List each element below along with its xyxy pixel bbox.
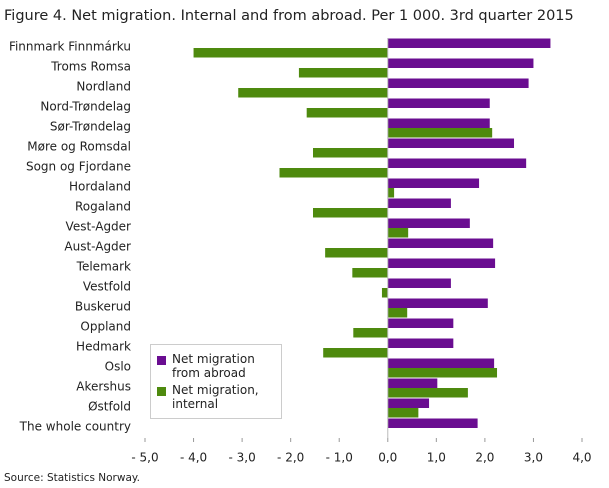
- x-tick-label: - 1,0: [326, 451, 353, 465]
- y-tick-label: Akershus: [76, 380, 131, 394]
- bar: [387, 118, 490, 128]
- bar: [325, 248, 388, 258]
- bar: [387, 358, 495, 368]
- y-tick-label: Oslo: [105, 360, 131, 374]
- legend-swatch: [157, 356, 166, 365]
- bar: [387, 298, 488, 308]
- x-tick-label: 1,0: [427, 451, 446, 465]
- bar: [352, 268, 388, 278]
- bar: [381, 288, 388, 298]
- y-tick-label: Sør-Trøndelag: [50, 120, 131, 134]
- x-tick-label: 2,0: [475, 451, 494, 465]
- bar: [387, 308, 408, 318]
- bar: [313, 148, 388, 158]
- x-tick-label: 4,0: [572, 451, 591, 465]
- y-tick-label: Nordland: [76, 80, 131, 94]
- source: Source: Statistics Norway.: [4, 472, 140, 484]
- chart-title: Figure 4. Net migration. Internal and fr…: [4, 8, 574, 24]
- bar: [387, 138, 515, 148]
- bar: [387, 338, 454, 348]
- y-tick-label: Nord-Trøndelag: [40, 100, 131, 114]
- bar: [387, 238, 494, 248]
- legend-label: Net migration, internal: [172, 383, 259, 411]
- x-tick-label: - 5,0: [131, 451, 158, 465]
- bar: [387, 278, 451, 288]
- bar: [387, 318, 454, 328]
- bar: [387, 128, 493, 138]
- y-tick-label: The whole country: [19, 420, 131, 434]
- bar: [387, 378, 438, 388]
- bar: [387, 258, 496, 268]
- bar: [387, 98, 490, 108]
- bar: [387, 408, 419, 418]
- y-tick-label: Vestfold: [83, 280, 131, 294]
- y-tick-label: Rogaland: [75, 200, 131, 214]
- y-tick-label: Finnmark Finnmárku: [9, 40, 131, 54]
- y-tick-label: Vest-Agder: [66, 220, 132, 234]
- legend-item: Net migration, internal: [157, 383, 275, 411]
- bar: [387, 178, 480, 188]
- bar: [387, 228, 409, 238]
- bar: [298, 68, 388, 78]
- bar: [387, 188, 395, 198]
- x-tick-label: 0,0: [378, 451, 397, 465]
- y-tick-label: Telemark: [76, 260, 131, 274]
- y-tick-label: Hedmark: [76, 340, 131, 354]
- bar: [387, 418, 478, 428]
- x-tick-label: 3,0: [524, 451, 543, 465]
- bar: [313, 208, 388, 218]
- bar: [387, 398, 430, 408]
- bar: [238, 88, 388, 98]
- bar: [353, 328, 388, 338]
- legend: Net migration from abroad Net migration, …: [150, 344, 282, 419]
- y-tick-label: Troms Romsa: [50, 60, 131, 74]
- bar: [387, 58, 534, 68]
- y-tick-label: Hordaland: [69, 180, 131, 194]
- y-tick-label: Østfold: [88, 400, 131, 414]
- bar: [323, 348, 388, 358]
- x-tick-label: - 2,0: [277, 451, 304, 465]
- bar: [387, 198, 451, 208]
- y-tick-label: Buskerud: [75, 300, 131, 314]
- legend-item: Net migration from abroad: [157, 352, 275, 380]
- bar: [387, 368, 498, 378]
- bar: [387, 158, 527, 168]
- x-tick-label: - 3,0: [228, 451, 255, 465]
- y-tick-label: Sogn og Fjordane: [26, 160, 131, 174]
- legend-label: Net migration from abroad: [172, 352, 255, 380]
- bar: [193, 48, 388, 58]
- y-tick-label: Aust-Agder: [64, 240, 131, 254]
- bar: [387, 218, 470, 228]
- bar: [387, 388, 468, 398]
- bar: [387, 38, 551, 48]
- bar: [279, 168, 388, 178]
- y-tick-label: Møre og Romsdal: [27, 140, 131, 154]
- x-tick-label: - 4,0: [180, 451, 207, 465]
- y-tick-label: Oppland: [80, 320, 131, 334]
- bar: [387, 78, 529, 88]
- legend-swatch: [157, 387, 166, 396]
- bar: [306, 108, 388, 118]
